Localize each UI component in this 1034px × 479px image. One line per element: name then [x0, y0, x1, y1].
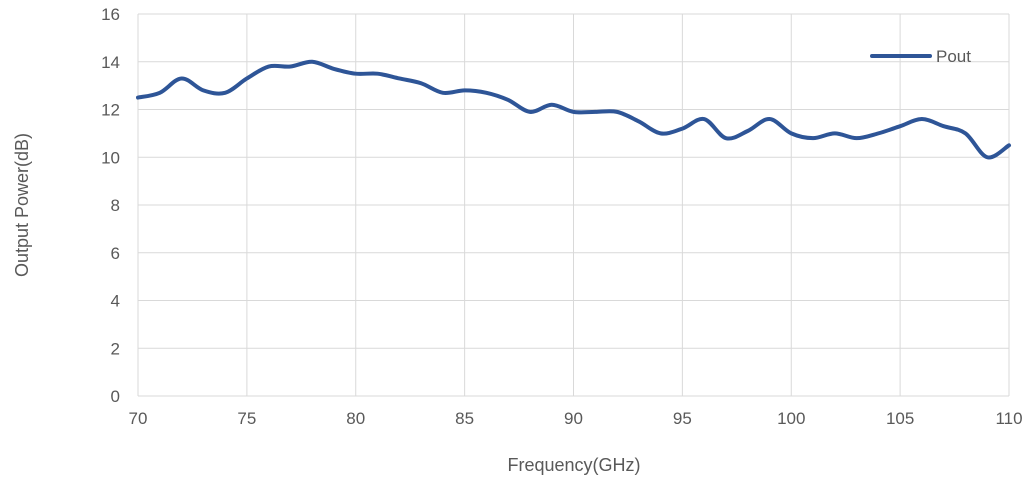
y-tick-label: 8	[111, 196, 120, 215]
x-tick-label: 75	[237, 409, 256, 428]
x-tick-label: 95	[673, 409, 692, 428]
x-tick-label: 110	[995, 409, 1022, 428]
x-tick-label: 105	[886, 409, 914, 428]
x-tick-label: 85	[455, 409, 474, 428]
y-tick-label: 6	[111, 244, 120, 263]
y-tick-label: 2	[111, 339, 120, 358]
y-tick-label: 0	[111, 387, 120, 406]
x-tick-label: 70	[129, 409, 148, 428]
x-axis-title: Frequency(GHz)	[507, 455, 640, 475]
y-tick-label: 4	[111, 292, 120, 311]
x-axis-tick-labels: 70 75 80 85 90 95 100 105 110	[129, 409, 1023, 428]
legend: Pout	[870, 47, 971, 66]
series-layer	[136, 59, 1011, 160]
x-tick-label: 80	[346, 409, 365, 428]
legend-label-pout: Pout	[936, 47, 971, 66]
y-tick-label: 12	[101, 101, 120, 120]
x-tick-label: 90	[564, 409, 583, 428]
horizontal-gridlines	[138, 13, 1009, 397]
y-axis-tick-labels: 0 2 4 6 8 10 12 14 16	[101, 5, 120, 406]
y-tick-label: 14	[101, 53, 120, 72]
y-tick-label: 10	[101, 148, 120, 167]
x-tick-label: 100	[777, 409, 805, 428]
y-axis-title: Output Power(dB)	[12, 133, 32, 277]
y-tick-label: 16	[101, 5, 120, 24]
series-line-pout	[136, 59, 1011, 160]
